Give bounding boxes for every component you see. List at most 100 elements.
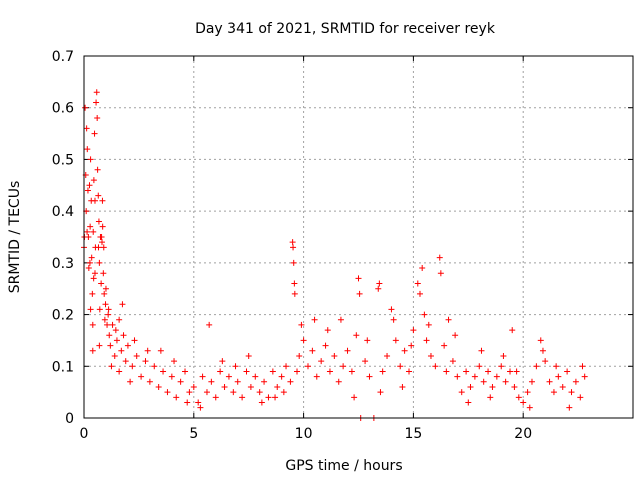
y-axis-label: SRMTID / TECUs: [7, 181, 23, 294]
plot-frame: [83, 55, 634, 419]
data-point: [90, 228, 97, 235]
data-point: [127, 378, 134, 385]
data-point: [550, 389, 557, 396]
data-point: [100, 244, 107, 251]
data-point: [124, 342, 131, 349]
data-point: [443, 368, 450, 375]
data-point: [379, 368, 386, 375]
data-point: [436, 254, 443, 261]
data-point: [96, 259, 103, 266]
data-point: [463, 368, 470, 375]
data-point: [458, 389, 465, 396]
data-point: [290, 244, 297, 251]
x-tick-label: 0: [80, 426, 89, 442]
data-point: [91, 130, 98, 137]
data-point: [106, 332, 113, 339]
data-point: [294, 368, 301, 375]
data-point: [356, 290, 363, 297]
data-point: [105, 306, 112, 313]
data-point: [515, 394, 522, 401]
data-point: [437, 270, 444, 277]
data-point: [151, 363, 158, 370]
data-point: [390, 316, 397, 323]
data-point: [199, 373, 206, 380]
data-point: [355, 275, 362, 282]
data-point: [414, 280, 421, 287]
y-tick-label: 0.1: [52, 359, 74, 375]
data-point: [290, 259, 297, 266]
y-tick-label: 0.5: [52, 152, 74, 168]
data-point: [579, 363, 586, 370]
data-point: [399, 383, 406, 390]
data-point: [581, 373, 588, 380]
data-point: [83, 125, 90, 132]
data-point: [144, 347, 151, 354]
data-point: [102, 285, 109, 292]
x-axis-label: GPS time / hours: [285, 458, 402, 474]
data-point: [528, 378, 535, 385]
data-point: [278, 373, 285, 380]
data-point: [419, 265, 426, 272]
data-point: [96, 306, 103, 313]
data-point: [99, 239, 106, 246]
data-point: [120, 332, 127, 339]
data-point: [304, 363, 311, 370]
data-point: [485, 368, 492, 375]
data-point: [423, 337, 430, 344]
data-point: [269, 368, 276, 375]
data-point: [572, 378, 579, 385]
data-point: [511, 383, 518, 390]
data-point: [138, 373, 145, 380]
data-point: [206, 321, 213, 328]
data-point: [566, 404, 573, 411]
data-point: [217, 368, 224, 375]
data-point: [480, 378, 487, 385]
grid-lines: [84, 56, 633, 418]
data-point: [291, 280, 298, 287]
data-point: [256, 389, 263, 396]
data-point: [208, 378, 215, 385]
data-point: [287, 378, 294, 385]
data-point: [118, 347, 125, 354]
data-point: [392, 337, 399, 344]
data-point: [489, 383, 496, 390]
data-point: [157, 347, 164, 354]
data-point: [131, 337, 138, 344]
data-point: [247, 383, 254, 390]
data-point: [331, 352, 338, 359]
data-point: [326, 368, 333, 375]
data-point: [168, 373, 175, 380]
data-point: [160, 368, 167, 375]
data-point: [184, 399, 191, 406]
data-point: [98, 280, 105, 287]
data-point: [452, 332, 459, 339]
data-point: [388, 306, 395, 313]
data-point: [86, 259, 93, 266]
data-point: [291, 290, 298, 297]
x-tick-label: 15: [404, 426, 422, 442]
data-point: [546, 378, 553, 385]
data-point: [513, 368, 520, 375]
data-point: [142, 358, 149, 365]
y-tick-label: 0: [65, 411, 74, 427]
data-point: [85, 265, 92, 272]
data-point: [232, 363, 239, 370]
data-point: [509, 327, 516, 334]
data-point: [449, 358, 456, 365]
data-point: [351, 394, 358, 401]
data-point: [101, 290, 108, 297]
data-point: [283, 363, 290, 370]
data-point: [100, 270, 107, 277]
data-point: [397, 363, 404, 370]
data-point: [324, 327, 331, 334]
data-point: [155, 383, 162, 390]
data-point: [101, 316, 108, 323]
data-point: [122, 358, 129, 365]
data-point: [337, 316, 344, 323]
data-point: [182, 368, 189, 375]
data-point: [362, 358, 369, 365]
data-point: [88, 254, 95, 261]
data-point: [87, 306, 94, 313]
data-point: [384, 352, 391, 359]
